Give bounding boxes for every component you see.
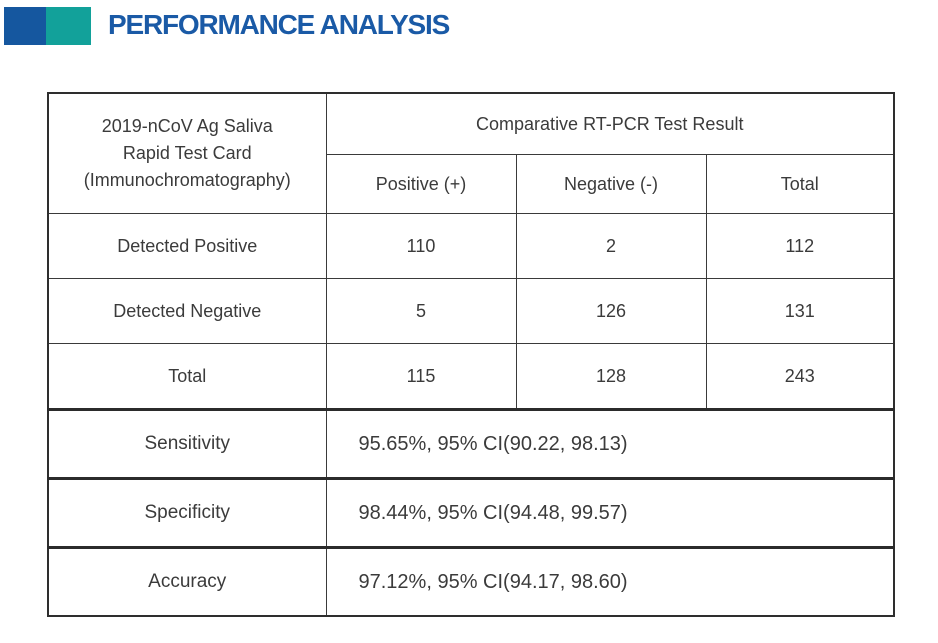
row-header-line-1: 2019-nCoV Ag Saliva bbox=[101, 116, 273, 136]
col-header-total: Total bbox=[705, 154, 895, 214]
table-row-detected-positive: Detected Positive 110 2 112 bbox=[47, 213, 895, 279]
stat-label: Specificity bbox=[47, 477, 327, 548]
cell-value: 112 bbox=[705, 213, 895, 279]
table-row-detected-negative: Detected Negative 5 126 131 bbox=[47, 278, 895, 344]
logo-mark bbox=[4, 7, 91, 45]
blue-square-icon bbox=[4, 7, 46, 45]
row-label: Detected Negative bbox=[47, 278, 327, 344]
cell-value: 110 bbox=[325, 213, 517, 279]
stat-label: Sensitivity bbox=[47, 408, 327, 479]
stat-value: 95.65%, 95% CI(90.22, 98.13) bbox=[325, 408, 895, 479]
table-header-row-2: Positive (+) Negative (-) Total bbox=[48, 154, 895, 214]
col-header-positive: Positive (+) bbox=[325, 154, 517, 214]
cell-value: 243 bbox=[705, 343, 895, 410]
row-label: Detected Positive bbox=[47, 213, 327, 279]
cell-value: 128 bbox=[515, 343, 707, 410]
stat-label: Accuracy bbox=[47, 546, 327, 617]
teal-square-icon bbox=[46, 7, 91, 45]
row-label: Total bbox=[47, 343, 327, 410]
stat-value: 98.44%, 95% CI(94.48, 99.57) bbox=[325, 477, 895, 548]
cell-value: 126 bbox=[515, 278, 707, 344]
row-header-cell: 2019-nCoV Ag Saliva Rapid Test Card (Imm… bbox=[47, 92, 327, 214]
cell-value: 5 bbox=[325, 278, 517, 344]
group-header-cell: Comparative RT-PCR Test Result bbox=[325, 92, 895, 155]
stat-value: 97.12%, 95% CI(94.17, 98.60) bbox=[325, 546, 895, 617]
table-row-specificity: Specificity 98.44%, 95% CI(94.48, 99.57) bbox=[47, 477, 895, 548]
cell-value: 115 bbox=[325, 343, 517, 410]
col-header-negative: Negative (-) bbox=[515, 154, 707, 214]
row-header-line-3: (Immunochromatography) bbox=[83, 170, 291, 190]
table-row-accuracy: Accuracy 97.12%, 95% CI(94.17, 98.60) bbox=[47, 546, 895, 617]
cell-value: 2 bbox=[515, 213, 707, 279]
table-row-total: Total 115 128 243 bbox=[47, 343, 895, 410]
table-row-sensitivity: Sensitivity 95.65%, 95% CI(90.22, 98.13) bbox=[47, 408, 895, 479]
row-header-line-2: Rapid Test Card bbox=[122, 143, 252, 163]
page-title: PERFORMANCE ANALYSIS bbox=[108, 9, 450, 40]
cell-value: 131 bbox=[705, 278, 895, 344]
performance-table: 2019-nCoV Ag Saliva Rapid Test Card (Imm… bbox=[47, 92, 896, 617]
table-header-row-1: 2019-nCoV Ag Saliva Rapid Test Card (Imm… bbox=[47, 92, 895, 214]
